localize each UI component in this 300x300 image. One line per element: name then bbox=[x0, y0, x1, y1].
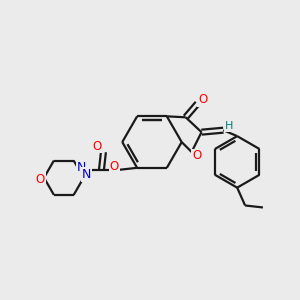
Text: O: O bbox=[93, 140, 102, 152]
Text: H: H bbox=[225, 121, 233, 131]
Text: O: O bbox=[198, 93, 207, 106]
Text: O: O bbox=[192, 149, 201, 162]
Text: N: N bbox=[82, 168, 91, 181]
Text: N: N bbox=[77, 161, 86, 174]
Text: O: O bbox=[110, 160, 119, 173]
Text: O: O bbox=[35, 173, 45, 186]
